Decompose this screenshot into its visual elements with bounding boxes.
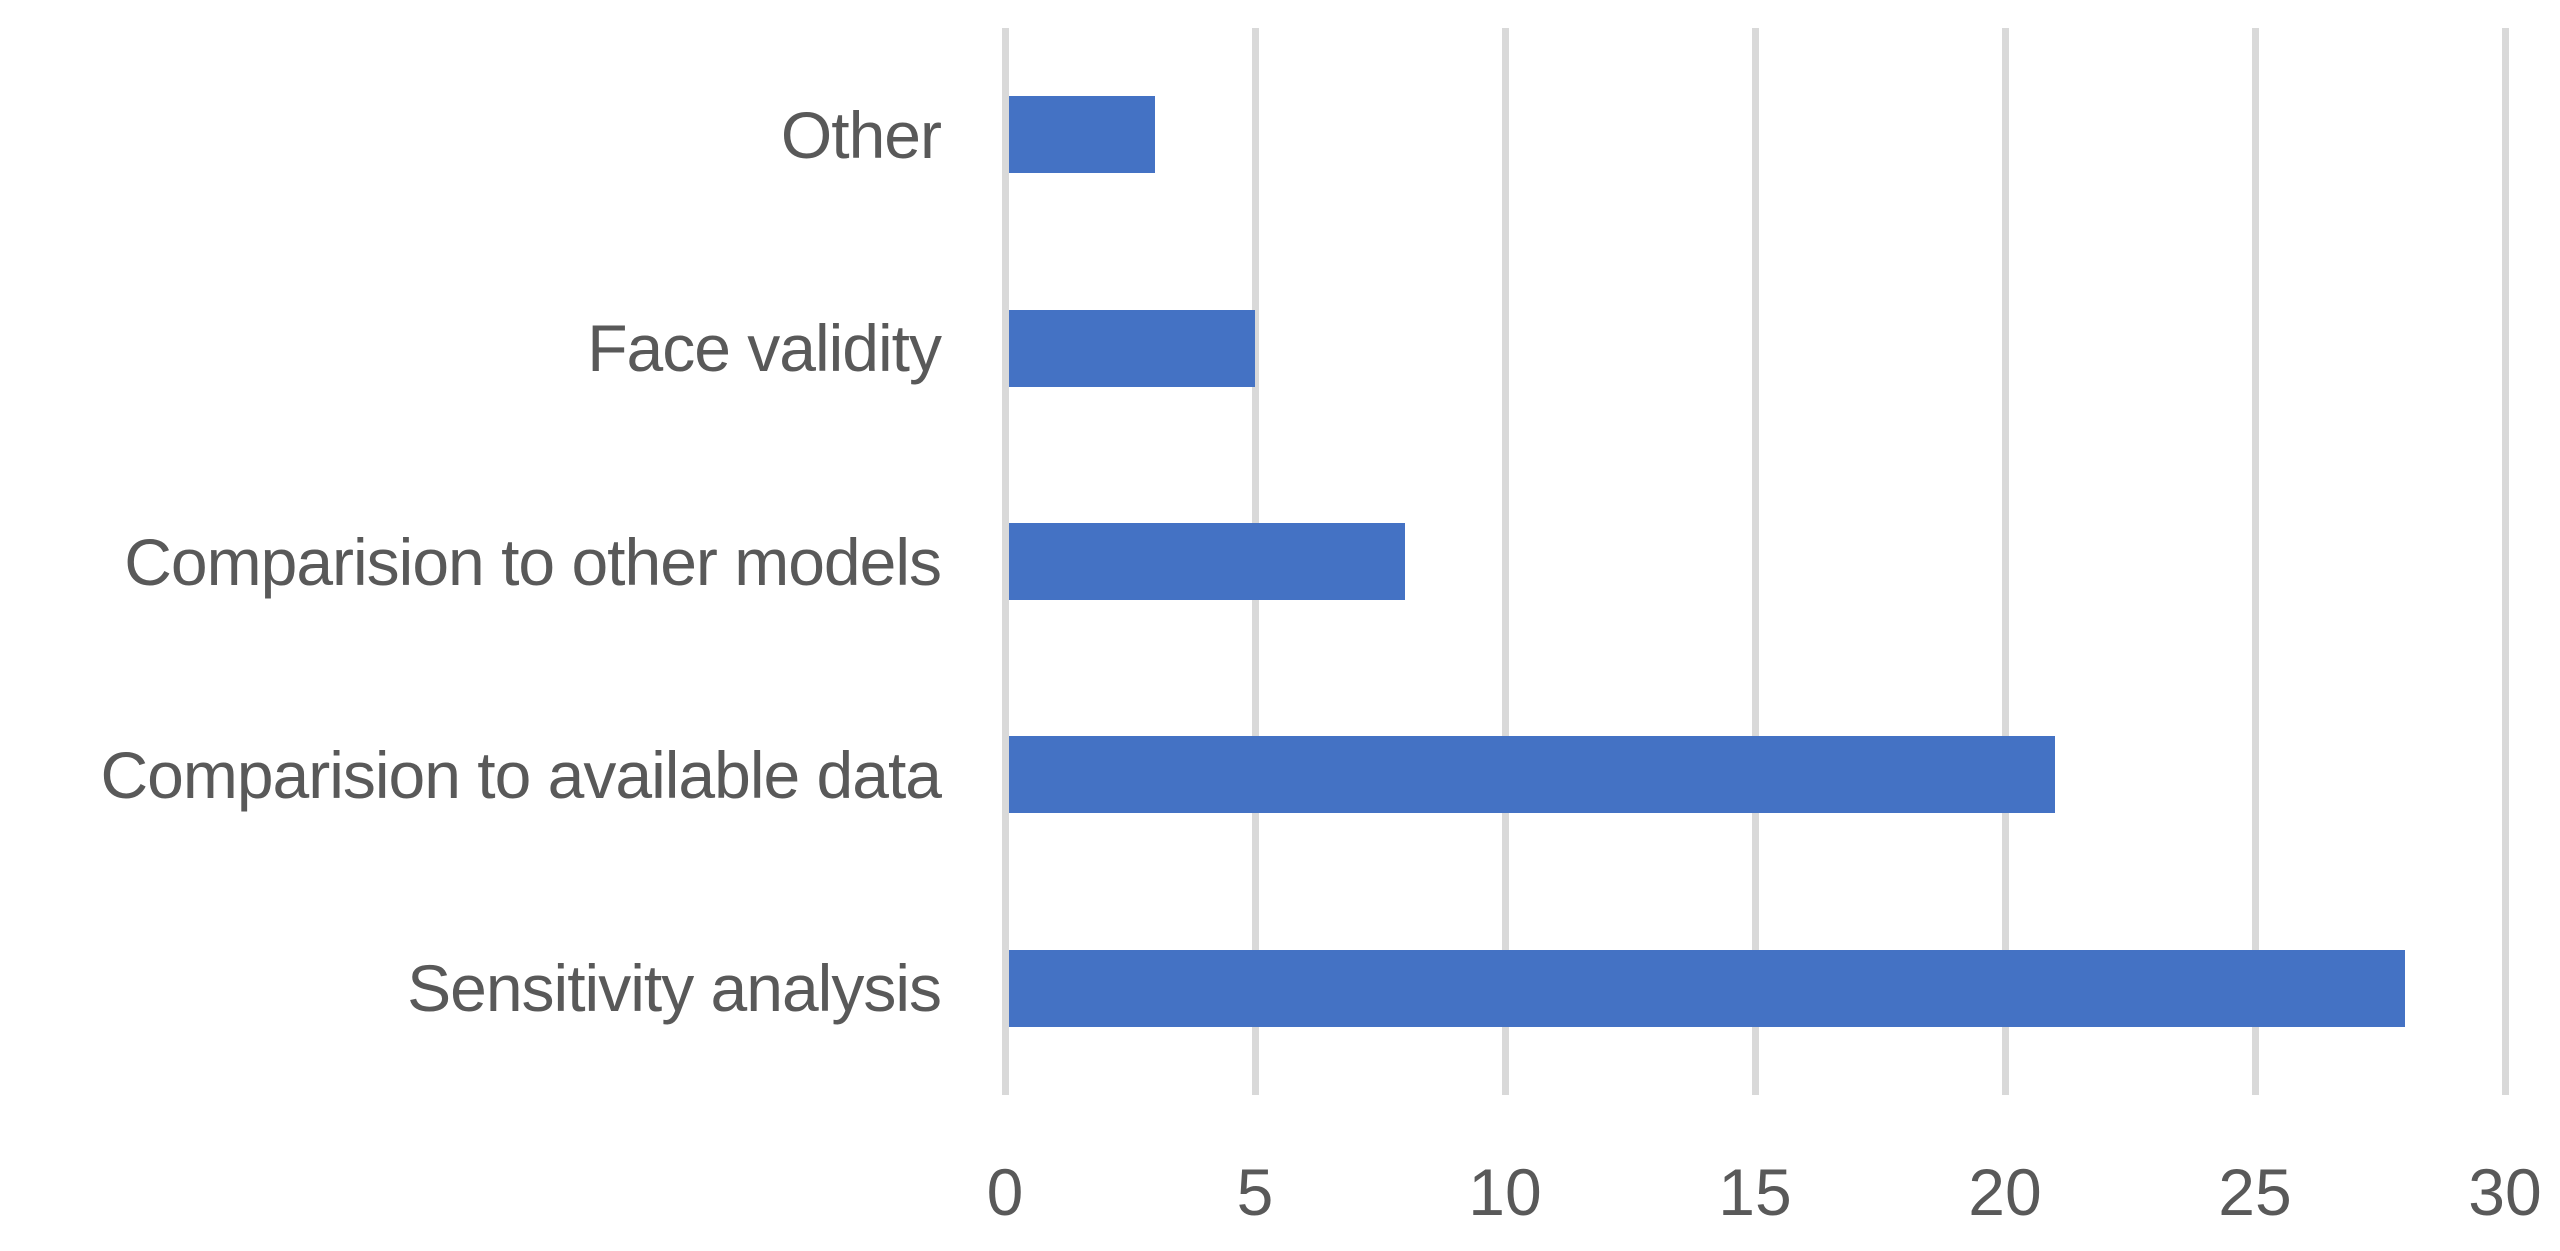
x-tick-label-0: 0 <box>986 1155 1024 1229</box>
category-label-comparision-to-available-data: Comparision to available data <box>100 737 942 812</box>
bar-sensitivity-analysis <box>1009 949 2405 1027</box>
gridline-0 <box>1001 28 1009 1095</box>
gridline-25 <box>2251 28 2259 1095</box>
x-tick-label-15: 15 <box>1718 1155 1792 1229</box>
x-tick-label-20: 20 <box>1968 1155 2042 1229</box>
bar-comparision-to-available-data <box>1009 736 2055 814</box>
gridline-10 <box>1501 28 1509 1095</box>
gridline-20 <box>2001 28 2009 1095</box>
x-tick-label-30: 30 <box>2468 1155 2542 1229</box>
bar-face-validity <box>1009 309 1255 387</box>
category-label-sensitivity-analysis: Sensitivity analysis <box>407 951 942 1026</box>
category-label-face-validity: Face validity <box>587 311 942 386</box>
x-tick-label-25: 25 <box>2218 1155 2292 1229</box>
x-tick-label-10: 10 <box>1468 1155 1542 1229</box>
bar-comparision-to-other-models <box>1009 523 1405 600</box>
gridline-30 <box>2501 28 2509 1095</box>
category-label-comparision-to-other-models: Comparision to other models <box>124 524 942 599</box>
bar-other <box>1009 96 1155 174</box>
x-tick-label-5: 5 <box>1236 1155 1274 1229</box>
category-label-other: Other <box>780 97 942 172</box>
gridline-15 <box>1751 28 1759 1095</box>
